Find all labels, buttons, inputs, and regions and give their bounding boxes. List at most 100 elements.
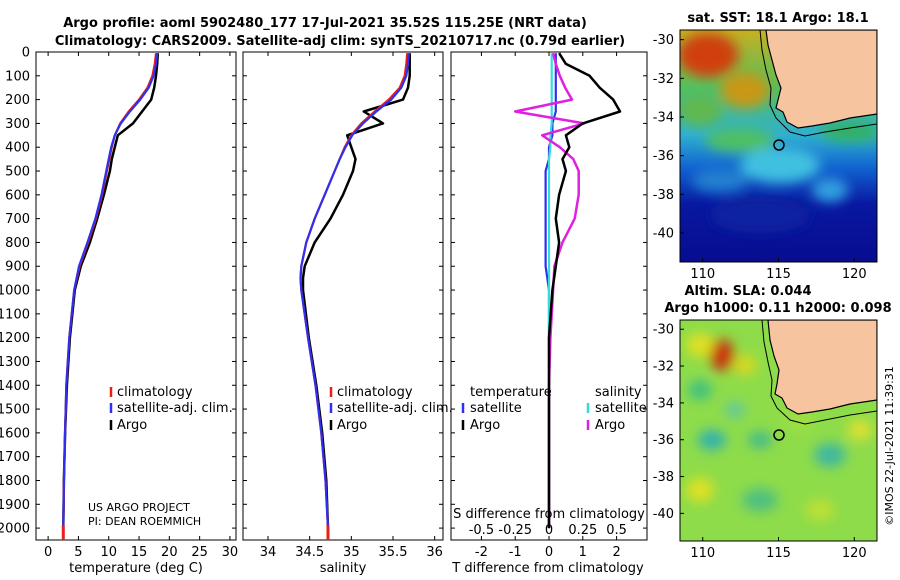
series-argo-line	[62, 53, 160, 538]
map-y-tick-label: -32	[653, 360, 674, 375]
difference-legend: temperature satellite Argo salinity sate…	[461, 385, 647, 433]
depth-tick-label: 1000	[0, 284, 30, 299]
x-tick-label: 0	[545, 545, 553, 560]
difference-top-x-label: S difference from climatology	[453, 507, 645, 522]
map-x-tick-label: 115	[766, 267, 791, 282]
legend-argo-label: Argo	[117, 418, 147, 433]
temperature-legend: climatology satellite-adj. clim. Argo	[109, 385, 233, 433]
x-tick-label: 35	[343, 545, 360, 560]
sla-map-ticks: 110 115 120 -30 -32 -34 -36 -38 -40	[653, 323, 867, 561]
profile-series	[61, 52, 622, 540]
depth-tick-label: 1300	[0, 355, 30, 370]
legend-climatology-label: climatology	[117, 385, 193, 400]
x-tick-label: 35.5	[379, 545, 408, 560]
series-satellite-adj-clim--line	[62, 53, 159, 538]
map-x-tick-label: 110	[690, 267, 715, 282]
project-credit: US ARGO PROJECT	[88, 501, 190, 514]
legend-satellite-label: satellite-adj. clim.	[337, 401, 453, 416]
depth-tick-label: 1800	[0, 474, 30, 489]
x-tick-label: 5	[74, 545, 82, 560]
map-y-tick-label: -34	[653, 396, 674, 411]
x-tick-label: 10	[100, 545, 117, 560]
x-tick-label: 30	[222, 545, 239, 560]
depth-tick-label: 600	[5, 188, 30, 203]
temperature-panel-frame	[35, 51, 237, 541]
temperature-x-label: temperature (deg C)	[69, 561, 203, 576]
depth-tick-label: 1200	[0, 331, 30, 346]
legend-salinity-title: salinity	[595, 385, 642, 400]
depth-tick-label: 1700	[0, 450, 30, 465]
imos-watermark: ©IMOS 22-Jul-2021 11:39:31	[883, 366, 896, 526]
sst-map-image	[680, 30, 877, 262]
legend-s-argo-label: Argo	[595, 418, 625, 433]
x-tick-label: 20	[161, 545, 178, 560]
map-x-tick-label: 120	[842, 546, 867, 561]
depth-tick-label: 700	[5, 212, 30, 227]
map-y-tick-label: -40	[653, 507, 674, 522]
legend-climatology-label: climatology	[337, 385, 413, 400]
x-tick-label: 34	[260, 545, 277, 560]
sla-map-image	[680, 320, 877, 541]
depth-tick-label: 100	[5, 69, 30, 84]
map-y-tick-label: -34	[653, 111, 674, 126]
depth-tick-label: 500	[5, 165, 30, 180]
difference-x-label: T difference from climatology	[451, 561, 644, 576]
depth-tick-label: 900	[5, 260, 30, 275]
map-y-tick-label: -38	[653, 188, 674, 203]
series-temperature-argo-line	[547, 52, 622, 529]
sla-map-title-line1: Altim. SLA: 0.044	[685, 284, 812, 299]
salinity-panel-frame	[242, 51, 444, 541]
x-tick-label: 34.5	[295, 545, 324, 560]
depth-tick-label: 1400	[0, 379, 30, 394]
depth-tick-label: 200	[5, 93, 30, 108]
sst-map-title: sat. SST: 18.1 Argo: 18.1	[687, 11, 868, 26]
legend-s-satellite-label: satellite	[595, 401, 647, 416]
map-x-tick-label: 110	[690, 546, 715, 561]
s-diff-tick-label: -0.5	[469, 523, 494, 538]
sst-map-ticks: 110 115 120 -30 -32 -34 -36 -38 -40	[653, 33, 867, 282]
figure-title-line1: Argo profile: aoml 5902480_177 17-Jul-20…	[63, 16, 587, 31]
x-tick-label: 2	[612, 545, 620, 560]
depth-tick-label: 1600	[0, 426, 30, 441]
x-tick-label: 1	[579, 545, 587, 560]
legend-satellite-label: satellite-adj. clim.	[117, 401, 233, 416]
axis-ticks: 0100200300400500600700800900100011001200…	[0, 46, 647, 560]
map-y-tick-label: -36	[653, 149, 674, 164]
depth-tick-label: 1500	[0, 403, 30, 418]
map-y-tick-label: -30	[653, 33, 674, 48]
x-tick-label: 15	[131, 545, 148, 560]
legend-t-argo-label: Argo	[470, 418, 500, 433]
map-x-tick-label: 120	[842, 267, 867, 282]
s-diff-tick-label: 0.5	[606, 523, 627, 538]
salinity-x-label: salinity	[320, 561, 367, 576]
map-y-tick-label: -30	[653, 323, 674, 338]
map-y-tick-label: -40	[653, 227, 674, 242]
x-tick-label: -1	[509, 545, 522, 560]
s-diff-tick-label: 0	[545, 523, 553, 538]
map-y-tick-label: -36	[653, 433, 674, 448]
map-y-tick-label: -38	[653, 470, 674, 485]
depth-tick-label: 300	[5, 117, 30, 132]
sla-map-title-line2: Argo h1000: 0.11 h2000: 0.098	[664, 301, 891, 316]
series-argo-line	[301, 53, 411, 538]
x-tick-label: 36	[426, 545, 443, 560]
depth-tick-label: 400	[5, 141, 30, 156]
depth-tick-label: 2000	[0, 522, 30, 537]
legend-temperature-title: temperature	[470, 385, 552, 400]
legend-argo-label: Argo	[337, 418, 367, 433]
x-tick-label: 0	[44, 545, 52, 560]
figure-title-line2: Climatology: CARS2009. Satellite-adj cli…	[55, 34, 625, 49]
map-x-tick-label: 115	[766, 546, 791, 561]
pi-credit: PI: DEAN ROEMMICH	[88, 515, 201, 528]
depth-tick-label: 0	[22, 46, 30, 61]
x-tick-label: -2	[475, 545, 488, 560]
salinity-legend: climatology satellite-adj. clim. Argo	[329, 385, 453, 433]
s-diff-tick-label: 0.25	[568, 523, 597, 538]
legend-t-satellite-label: satellite	[470, 401, 522, 416]
depth-tick-label: 1100	[0, 307, 30, 322]
series-satellite-adj-clim--line	[299, 53, 410, 538]
s-diff-tick-label: -0.25	[498, 523, 532, 538]
depth-tick-label: 800	[5, 236, 30, 251]
depth-tick-label: 1900	[0, 498, 30, 513]
